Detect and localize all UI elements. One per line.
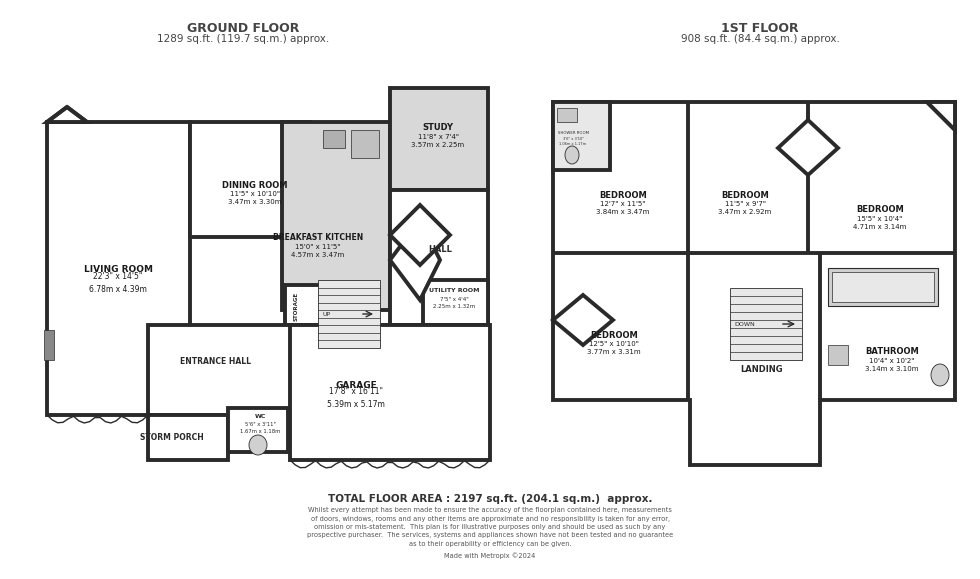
Polygon shape	[390, 205, 450, 265]
Text: 1.06m x 1.17m: 1.06m x 1.17m	[560, 142, 587, 146]
Bar	[318, 280, 380, 348]
Text: 15'5" x 10'4"
4.71m x 3.14m: 15'5" x 10'4" 4.71m x 3.14m	[854, 216, 907, 230]
Bar	[557, 108, 577, 122]
Text: STORAGE: STORAGE	[293, 291, 299, 321]
Text: BREAKFAST KITCHEN: BREAKFAST KITCHEN	[272, 233, 364, 243]
Bar	[282, 122, 390, 310]
Text: 11'5" x 9'7"
3.47m x 2.92m: 11'5" x 9'7" 3.47m x 2.92m	[718, 201, 771, 215]
Text: 12'7" x 11'5"
3.84m x 3.47m: 12'7" x 11'5" 3.84m x 3.47m	[596, 201, 650, 215]
Bar	[390, 190, 488, 325]
Text: DOWN: DOWN	[734, 321, 755, 327]
Text: HALL: HALL	[428, 245, 452, 255]
Text: omission or mis-statement.  This plan is for illustrative purposes only and shou: omission or mis-statement. This plan is …	[315, 524, 665, 530]
Bar	[190, 122, 310, 237]
Bar	[832, 272, 934, 302]
Text: as to their operability or efficiency can be given.: as to their operability or efficiency ca…	[409, 541, 571, 547]
Bar	[228, 408, 288, 452]
Text: DINING ROOM: DINING ROOM	[222, 181, 288, 189]
Text: 7'5" x 4'4"
2.25m x 1.32m: 7'5" x 4'4" 2.25m x 1.32m	[433, 297, 475, 309]
Text: 5'6" x 3'11"
1.67m x 1.18m: 5'6" x 3'11" 1.67m x 1.18m	[240, 423, 280, 434]
Text: LIVING ROOM: LIVING ROOM	[83, 266, 153, 274]
Text: of doors, windows, rooms and any other items are approximate and no responsibili: of doors, windows, rooms and any other i…	[311, 515, 669, 522]
Text: WC: WC	[255, 415, 266, 420]
Polygon shape	[47, 107, 87, 122]
Polygon shape	[390, 220, 440, 300]
Text: 908 sq.ft. (84.4 sq.m.) approx.: 908 sq.ft. (84.4 sq.m.) approx.	[680, 34, 840, 44]
Text: 3'6" x 3'10": 3'6" x 3'10"	[563, 137, 583, 141]
Text: ENTRANCE HALL: ENTRANCE HALL	[179, 357, 251, 367]
Text: UP: UP	[322, 312, 330, 317]
Polygon shape	[553, 295, 613, 345]
Text: BEDROOM: BEDROOM	[721, 190, 769, 200]
Bar	[828, 345, 848, 365]
Text: GARAGE: GARAGE	[335, 380, 377, 390]
Bar	[47, 122, 190, 415]
Polygon shape	[927, 102, 955, 130]
Text: 11'8" x 7'4"
3.57m x 2.25m: 11'8" x 7'4" 3.57m x 2.25m	[412, 134, 465, 148]
Text: 17'8" x 16'11"
5.39m x 5.17m: 17'8" x 16'11" 5.39m x 5.17m	[327, 387, 385, 409]
Bar	[423, 280, 488, 325]
Text: 1289 sq.ft. (119.7 sq.m.) approx.: 1289 sq.ft. (119.7 sq.m.) approx.	[157, 34, 329, 44]
Text: BEDROOM: BEDROOM	[857, 206, 904, 214]
Text: Whilst every attempt has been made to ensure the accuracy of the floorplan conta: Whilst every attempt has been made to en…	[308, 507, 672, 513]
Ellipse shape	[565, 146, 579, 164]
Ellipse shape	[931, 364, 949, 386]
Bar	[148, 325, 390, 415]
Bar	[44, 330, 54, 360]
Text: 1ST FLOOR: 1ST FLOOR	[721, 22, 799, 35]
Text: BATHROOM: BATHROOM	[865, 347, 919, 357]
Text: prospective purchaser.  The services, systems and appliances shown have not been: prospective purchaser. The services, sys…	[307, 533, 673, 538]
Bar	[351, 130, 379, 158]
Text: TOTAL FLOOR AREA : 2197 sq.ft. (204.1 sq.m.)  approx.: TOTAL FLOOR AREA : 2197 sq.ft. (204.1 sq…	[327, 494, 653, 504]
Polygon shape	[553, 102, 955, 465]
Ellipse shape	[249, 435, 267, 455]
Text: BEDROOM: BEDROOM	[590, 331, 638, 339]
Text: Made with Metropix ©2024: Made with Metropix ©2024	[444, 552, 536, 559]
Bar	[828, 268, 938, 306]
Text: 10'4" x 10'2"
3.14m x 3.10m: 10'4" x 10'2" 3.14m x 3.10m	[865, 358, 919, 372]
Polygon shape	[927, 102, 955, 130]
Text: STORM PORCH: STORM PORCH	[140, 434, 204, 442]
Text: BEDROOM: BEDROOM	[599, 190, 647, 200]
Bar	[148, 415, 228, 460]
Text: SHOWER ROOM: SHOWER ROOM	[558, 131, 589, 135]
Bar	[390, 88, 488, 190]
Text: UTILITY ROOM: UTILITY ROOM	[429, 288, 479, 294]
Text: 22'3" x 14'5"
6.78m x 4.39m: 22'3" x 14'5" 6.78m x 4.39m	[89, 272, 147, 294]
Text: LANDING: LANDING	[741, 365, 783, 375]
Bar	[285, 285, 340, 325]
Bar	[290, 325, 490, 460]
Text: GROUND FLOOR: GROUND FLOOR	[187, 22, 299, 35]
Bar	[323, 130, 345, 148]
Text: 11'5" x 10'10"
3.47m x 3.30m: 11'5" x 10'10" 3.47m x 3.30m	[228, 190, 282, 205]
Text: STUDY: STUDY	[422, 123, 454, 133]
Text: 15'0" x 11'5"
4.57m x 3.47m: 15'0" x 11'5" 4.57m x 3.47m	[291, 244, 345, 258]
Text: 12'5" x 10'10"
3.77m x 3.31m: 12'5" x 10'10" 3.77m x 3.31m	[587, 341, 641, 356]
Bar	[553, 102, 610, 170]
Polygon shape	[778, 120, 838, 175]
Bar	[730, 288, 802, 360]
